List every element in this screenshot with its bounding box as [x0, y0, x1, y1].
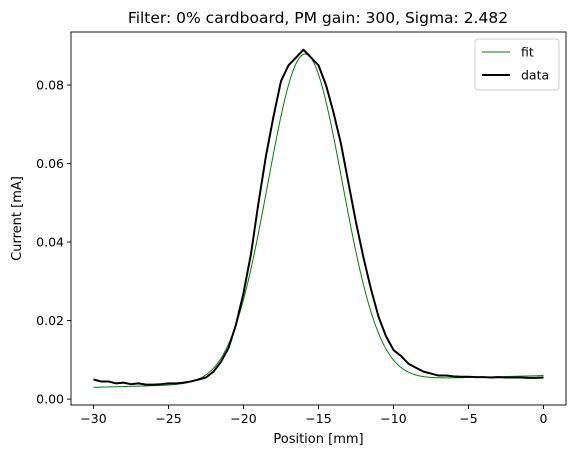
- x-tick-label: −5: [459, 411, 477, 426]
- x-tick-label: −30: [80, 411, 106, 426]
- y-axis-label: Current [mA]: [10, 176, 25, 261]
- y-tick-label: 0.04: [36, 235, 64, 250]
- x-tick-label: −25: [155, 411, 181, 426]
- x-tick-label: −20: [230, 411, 256, 426]
- y-tick-label: 0.00: [36, 392, 64, 407]
- legend: fit data: [475, 39, 559, 90]
- x-tick-label: −10: [380, 411, 406, 426]
- x-axis-label: Position [mm]: [273, 432, 363, 447]
- x-tick-label: −15: [305, 411, 331, 426]
- chart-title: Filter: 0% cardboard, PM gain: 300, Sigm…: [128, 9, 508, 27]
- y-tick-label: 0.08: [36, 78, 64, 93]
- legend-fit-label: fit: [521, 45, 534, 60]
- legend-data-label: data: [521, 68, 549, 83]
- y-tick-label: 0.06: [36, 156, 64, 171]
- y-tick-label: 0.02: [36, 313, 64, 328]
- x-tick-label: 0: [540, 411, 548, 426]
